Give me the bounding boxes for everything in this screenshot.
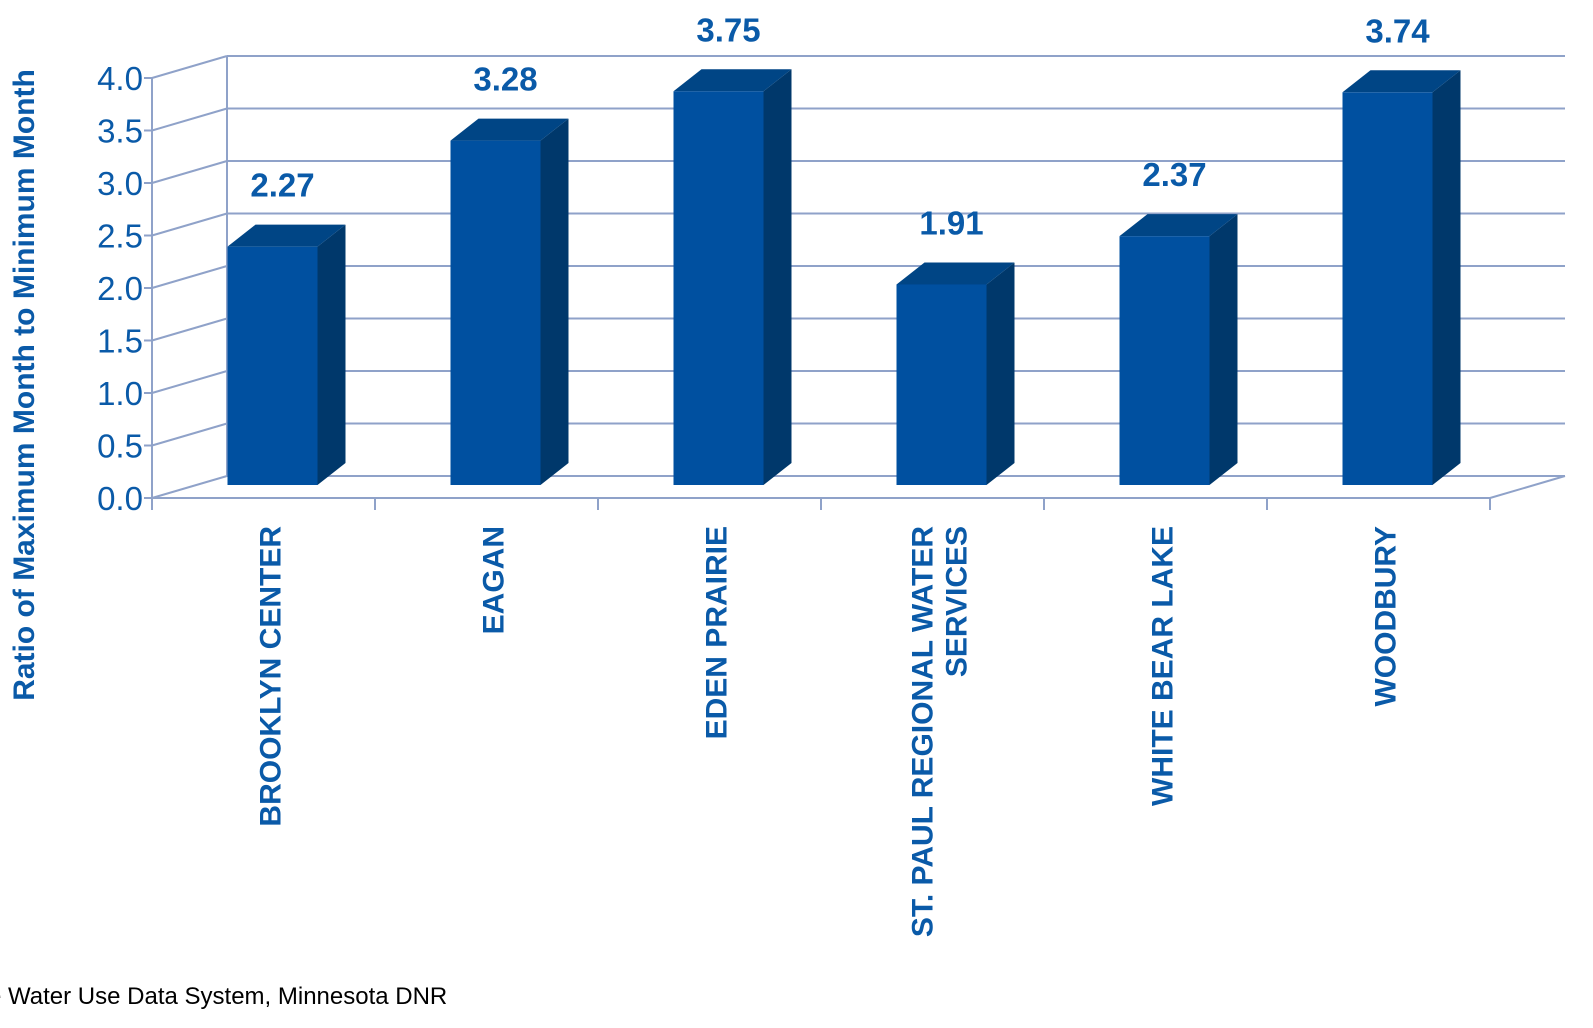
bar-front: [673, 91, 764, 485]
y-tick-label: 0.5: [97, 428, 143, 465]
bars: [227, 69, 1461, 486]
y-tick-label: 3.0: [97, 165, 143, 202]
bar-1: [227, 224, 346, 485]
bar-2: [450, 118, 569, 485]
source-note: e Water Use Data System, Minnesota DNR: [0, 983, 448, 1010]
y-tick-label: 4.0: [97, 60, 143, 97]
x-category-label: BROOKLYN CENTER: [255, 526, 288, 827]
y-tick-label: 2.0: [97, 270, 143, 307]
floor-left-edge: [151, 475, 228, 499]
axes: [144, 56, 1566, 510]
bar-side: [317, 224, 346, 485]
gridline-diagonal: [151, 370, 228, 394]
bar-4: [896, 262, 1015, 485]
data-label: 3.28: [473, 61, 537, 98]
gridline-diagonal: [151, 160, 228, 184]
bar-front: [450, 140, 541, 485]
data-label: 3.74: [1365, 12, 1430, 49]
gridlines: [151, 55, 1565, 447]
data-label: 2.27: [250, 167, 314, 204]
bar-top: [1119, 214, 1238, 237]
gridline-diagonal: [151, 107, 228, 132]
bar-top: [673, 69, 792, 92]
bar-6: [1342, 70, 1461, 486]
bar-5: [1119, 214, 1238, 485]
gridline-diagonal: [151, 55, 228, 79]
bar-front: [1119, 236, 1210, 485]
bar-top: [896, 262, 1015, 285]
bar-top: [227, 224, 346, 247]
gridline-diagonal: [151, 265, 228, 289]
x-category-label: WOODBURY: [1370, 526, 1403, 707]
labels: 0.0 0.5 1.0 1.5 2.0 2.5 3.0 3.5 4.0 2.27 BROOKLYN …: [97, 11, 1430, 937]
bar-side: [1432, 70, 1461, 486]
bar-side: [986, 262, 1015, 485]
bar-side: [763, 69, 792, 485]
bar-front: [1342, 92, 1433, 486]
bar-top: [1342, 70, 1461, 93]
y-axis-title: Ratio of Maximum Month to Minimum Month: [8, 69, 41, 701]
y-tick-label: 2.5: [97, 218, 143, 255]
bar-top: [450, 118, 569, 141]
y-tick-label: 3.5: [97, 113, 143, 150]
bar-front: [227, 246, 318, 485]
x-category-label: WHITE BEAR LAKE: [1147, 526, 1180, 806]
gridline-diagonal: [151, 422, 228, 447]
bar-front: [896, 284, 987, 485]
bar-side: [1209, 214, 1238, 485]
data-label: 2.37: [1142, 156, 1206, 193]
y-tick-label: 1.0: [97, 375, 143, 412]
gridline-diagonal: [151, 212, 228, 237]
y-tick-label: 1.5: [97, 323, 143, 360]
x-category-label: SERVICES: [941, 526, 974, 677]
x-category-label: EDEN PRAIRIE: [701, 526, 734, 739]
x-category-label: EAGAN: [478, 526, 511, 634]
data-label: 3.75: [696, 11, 760, 48]
data-label: 1.91: [919, 204, 983, 241]
bar-side: [540, 118, 569, 485]
bar-3: [673, 69, 792, 485]
x-category-label: ST. PAUL REGIONAL WATER: [907, 526, 940, 937]
gridline-diagonal: [151, 317, 228, 342]
y-tick-label: 0.0: [97, 480, 143, 517]
floor-right-edge: [1489, 475, 1566, 499]
